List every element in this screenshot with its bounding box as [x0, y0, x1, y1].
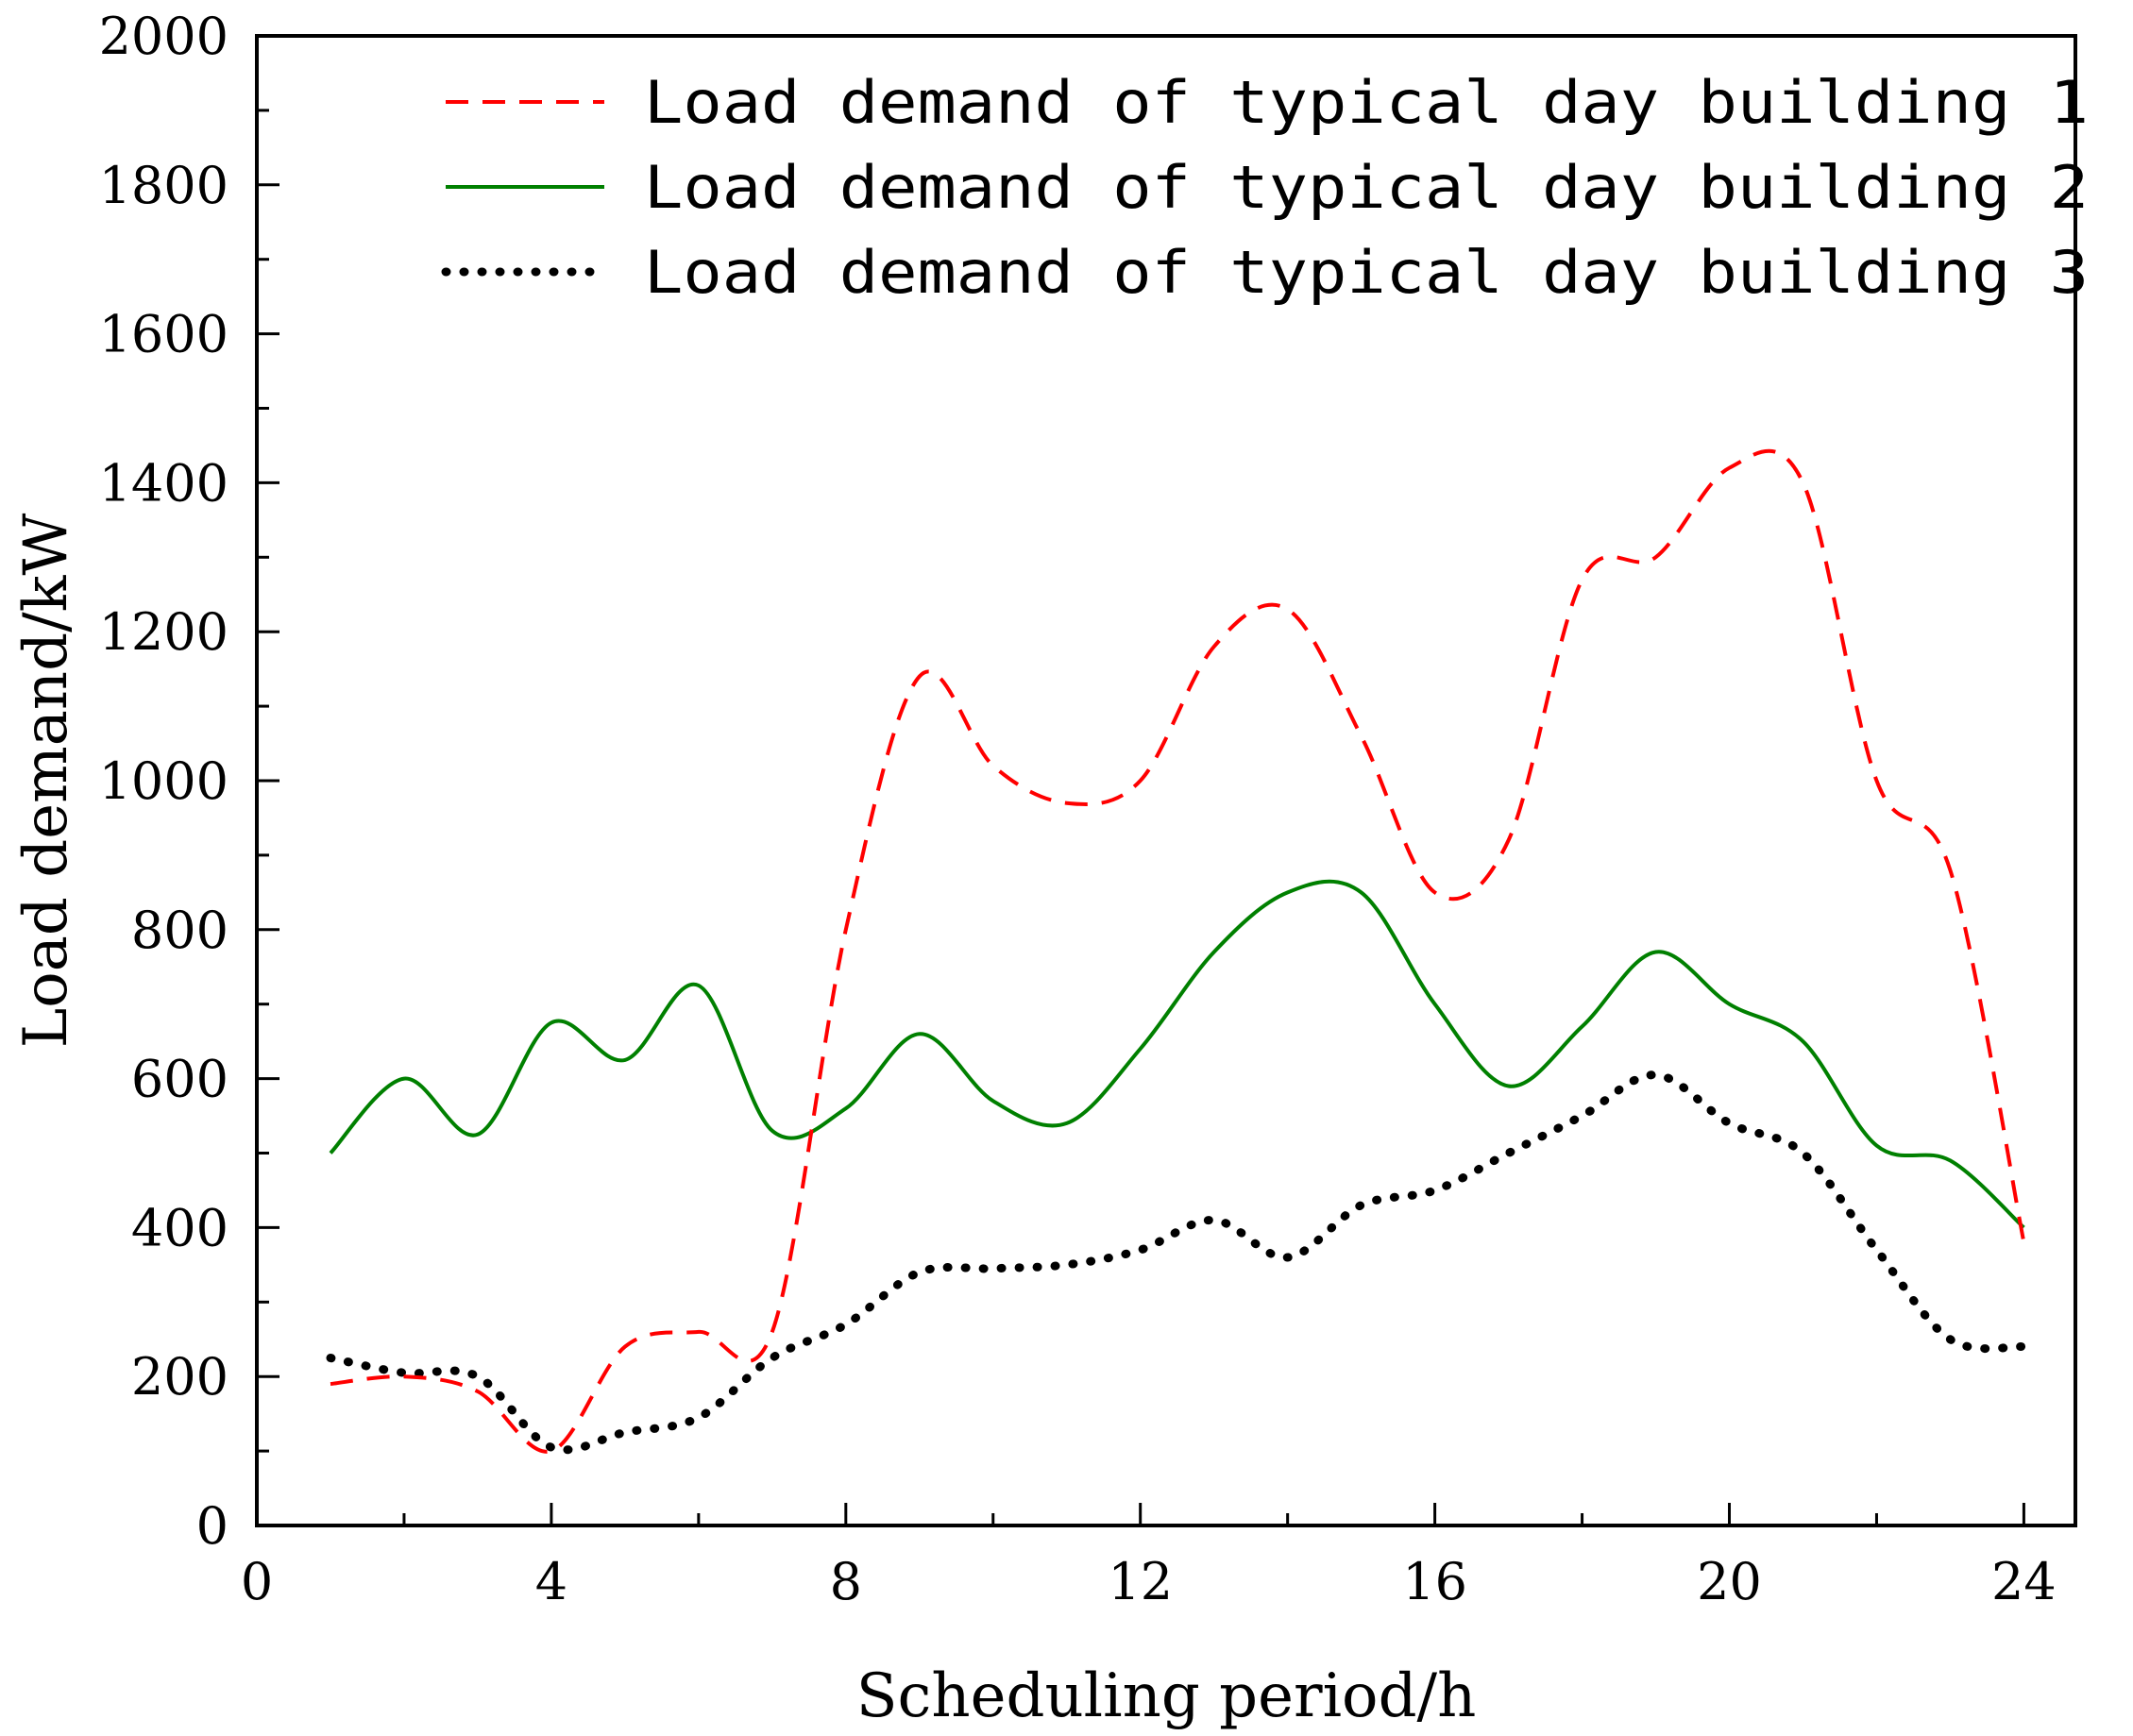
- legend-label-2: Load demand of typical day building 2: [644, 153, 2089, 222]
- x-tick-label: 12: [1108, 1552, 1173, 1611]
- tick-labels: 0 4 8 12 16 20 24 0 200 400 600 800 1000 1200 1400 1600…: [99, 7, 2057, 1611]
- y-tick-label: 1200: [99, 602, 229, 662]
- x-tick-label: 4: [535, 1552, 567, 1611]
- y-tick-label: 800: [131, 901, 229, 960]
- legend: Load demand of typical day building 1 Loa…: [441, 68, 2089, 307]
- x-tick-label: 20: [1697, 1552, 1762, 1611]
- legend-label-3: Load demand of typical day building 3: [644, 238, 2089, 307]
- y-tick-label: 2000: [99, 7, 229, 66]
- x-tick-label: 24: [1991, 1552, 2057, 1611]
- y-tick-label: 1400: [99, 453, 229, 513]
- y-tick-label: 200: [131, 1347, 229, 1407]
- y-tick-label: 600: [131, 1050, 229, 1109]
- y-tick-label: 1000: [99, 751, 229, 811]
- y-tick-label: 1800: [99, 156, 229, 215]
- y-tick-label: 1600: [99, 305, 229, 364]
- y-tick-label: 0: [196, 1496, 229, 1556]
- x-tick-label: 0: [241, 1552, 273, 1611]
- y-tick-label: 400: [131, 1198, 229, 1257]
- y-axis-title: Load demand/kW: [11, 514, 81, 1049]
- x-axis-title: Scheduling period/h: [856, 1661, 1477, 1731]
- series-line-building-2: [329, 879, 2025, 1229]
- legend-label-1: Load demand of typical day building 1: [644, 68, 2089, 137]
- x-tick-label: 8: [830, 1552, 862, 1611]
- axis-ticks: [255, 34, 2025, 1527]
- series-layer: [326, 448, 2028, 1455]
- x-tick-label: 16: [1402, 1552, 1467, 1611]
- series-line-building-3: [326, 1070, 2028, 1455]
